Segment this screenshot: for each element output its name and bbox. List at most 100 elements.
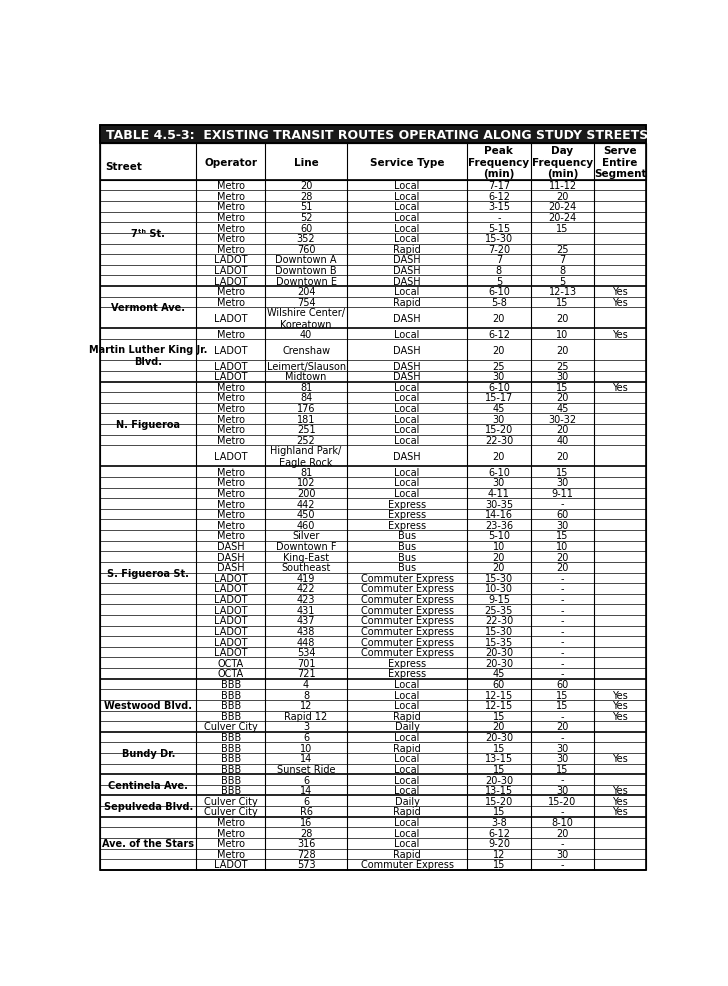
Text: Street: Street: [105, 162, 142, 172]
Text: 22-30: 22-30: [485, 436, 513, 446]
Text: Rapid: Rapid: [393, 245, 421, 254]
Text: BBB: BBB: [221, 753, 241, 763]
Bar: [100, 742, 646, 753]
Text: Metro: Metro: [217, 467, 245, 477]
Text: Ave. of the Stars: Ave. of the Stars: [102, 838, 194, 848]
Text: LADOT: LADOT: [214, 266, 248, 276]
Text: Culver City: Culver City: [204, 796, 258, 806]
Text: 10: 10: [556, 541, 569, 551]
Text: 5: 5: [559, 276, 566, 286]
Bar: [100, 753, 646, 764]
Text: 60: 60: [300, 224, 312, 234]
Text: -: -: [561, 775, 564, 785]
Text: Local: Local: [395, 679, 420, 689]
Text: 10: 10: [493, 541, 505, 551]
Text: 20: 20: [556, 452, 569, 461]
Text: 30-35: 30-35: [485, 499, 513, 509]
Text: 10-30: 10-30: [485, 584, 513, 594]
Text: -: -: [561, 615, 564, 626]
Text: 60: 60: [556, 510, 569, 520]
Text: 13-15: 13-15: [485, 753, 513, 763]
Bar: [100, 816, 646, 827]
Bar: [100, 552, 646, 562]
Text: Metro: Metro: [217, 838, 245, 848]
Bar: [100, 584, 646, 595]
Text: 15-30: 15-30: [485, 234, 513, 244]
Text: BBB: BBB: [221, 700, 241, 711]
Text: 20: 20: [493, 563, 505, 573]
Text: 15: 15: [493, 860, 505, 870]
Text: 30: 30: [556, 849, 569, 859]
Text: Local: Local: [395, 329, 420, 339]
Text: Culver City: Culver City: [204, 722, 258, 732]
Text: 9-11: 9-11: [552, 488, 574, 499]
Text: 7-20: 7-20: [488, 245, 510, 254]
Text: Local: Local: [395, 181, 420, 191]
Text: 81: 81: [300, 383, 312, 392]
Bar: [100, 647, 646, 658]
Text: S. Figueroa St.: S. Figueroa St.: [107, 568, 189, 578]
Text: 251: 251: [297, 425, 315, 435]
Text: 431: 431: [297, 605, 315, 615]
Text: -: -: [561, 711, 564, 721]
Text: 423: 423: [297, 595, 315, 604]
Text: Sepulveda Blvd.: Sepulveda Blvd.: [103, 802, 193, 811]
Text: BBB: BBB: [221, 764, 241, 774]
Text: 30: 30: [556, 521, 569, 530]
Text: 12-15: 12-15: [485, 690, 513, 700]
Text: 448: 448: [297, 637, 315, 647]
Text: 422: 422: [297, 584, 315, 594]
Bar: [100, 234, 646, 245]
Text: TABLE 4.5-3:  EXISTING TRANSIT ROUTES OPERATING ALONG STUDY STREETS: TABLE 4.5-3: EXISTING TRANSIT ROUTES OPE…: [106, 128, 649, 142]
Text: 5-8: 5-8: [491, 298, 507, 308]
Text: Local: Local: [395, 224, 420, 234]
Text: BBB: BBB: [221, 711, 241, 721]
Text: 7ᵗʰ St.: 7ᵗʰ St.: [131, 229, 165, 239]
Text: -: -: [561, 626, 564, 636]
Text: LADOT: LADOT: [214, 452, 248, 461]
Text: LADOT: LADOT: [214, 314, 248, 323]
Text: Metro: Metro: [217, 510, 245, 520]
Text: DASH: DASH: [217, 552, 245, 562]
Text: 534: 534: [297, 648, 315, 658]
Text: Express: Express: [388, 510, 426, 520]
Text: 20: 20: [493, 722, 505, 732]
Text: 5-10: 5-10: [488, 530, 510, 541]
Text: Commuter Express: Commuter Express: [360, 605, 454, 615]
Text: Metro: Metro: [217, 478, 245, 488]
Text: DASH: DASH: [393, 266, 421, 276]
Text: 754: 754: [297, 298, 315, 308]
Bar: [100, 276, 646, 287]
Text: 40: 40: [300, 329, 312, 339]
Text: -: -: [561, 838, 564, 848]
Text: Rapid: Rapid: [393, 849, 421, 859]
Text: -: -: [561, 637, 564, 647]
Text: 15-35: 15-35: [485, 637, 513, 647]
Bar: [100, 541, 646, 552]
Bar: [100, 774, 646, 785]
Text: LADOT: LADOT: [214, 255, 248, 265]
Text: Local: Local: [395, 287, 420, 297]
Text: 11-12: 11-12: [548, 181, 577, 191]
Bar: [100, 213, 646, 223]
Text: 15: 15: [493, 742, 505, 753]
Text: Metro: Metro: [217, 329, 245, 339]
Text: Daily: Daily: [395, 722, 419, 732]
Text: LADOT: LADOT: [214, 361, 248, 371]
Text: 15: 15: [556, 690, 569, 700]
Text: Highland Park/
Eagle Rock: Highland Park/ Eagle Rock: [271, 446, 341, 467]
Text: 7: 7: [559, 255, 566, 265]
Text: 52: 52: [300, 213, 312, 223]
Text: Yes: Yes: [612, 690, 628, 700]
Text: 15: 15: [493, 764, 505, 774]
Text: Local: Local: [395, 383, 420, 392]
Text: 12-15: 12-15: [485, 700, 513, 711]
Text: N. Figueroa: N. Figueroa: [116, 420, 181, 430]
Text: 15: 15: [556, 700, 569, 711]
Text: Metro: Metro: [217, 425, 245, 435]
Text: 6: 6: [303, 733, 309, 742]
Text: 20: 20: [493, 314, 505, 323]
Text: Metro: Metro: [217, 530, 245, 541]
Text: BBB: BBB: [221, 785, 241, 796]
Text: LADOT: LADOT: [214, 372, 248, 382]
